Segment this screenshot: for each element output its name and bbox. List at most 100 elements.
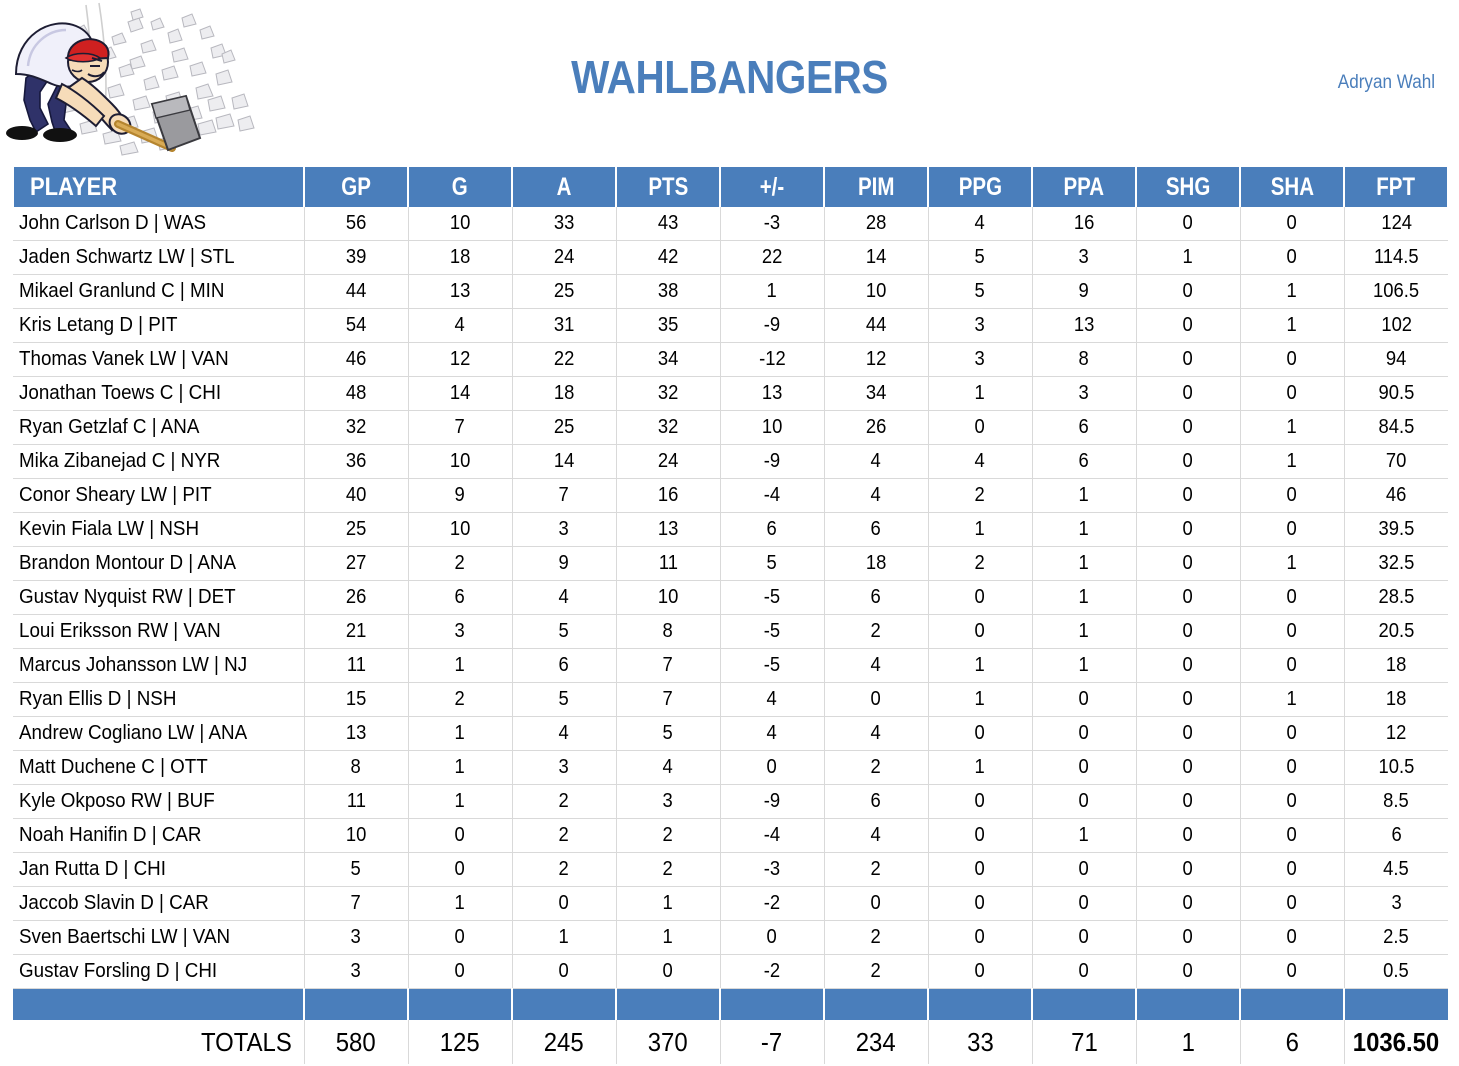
- column-header-plus-minus[interactable]: +/-: [719, 167, 825, 207]
- table-row[interactable]: John Carlson D | WAS 56 10 33 43 -3 28 4 16 0 0 124: [13, 207, 1448, 241]
- cell-gp: 46: [303, 342, 408, 377]
- column-header-shg[interactable]: SHG: [1135, 167, 1241, 207]
- cell-ppg: 4: [927, 444, 1032, 479]
- cell-value: 25: [345, 518, 367, 540]
- cell-a: 33: [511, 207, 616, 241]
- cell-pts: 7: [615, 682, 720, 717]
- cell-fpt: 0.5: [1343, 954, 1448, 989]
- cell-value: 1: [766, 280, 778, 302]
- cell-value: 4: [870, 654, 882, 676]
- cell-ppa: 1: [1031, 478, 1136, 513]
- cell-value: 8: [1078, 348, 1090, 370]
- cell-value: 0: [1182, 484, 1194, 506]
- column-header-gp[interactable]: GP: [303, 167, 409, 207]
- table-body: John Carlson D | WAS 56 10 33 43 -3 28 4 16 0 0 124…: [13, 207, 1448, 1064]
- cell-gp: 21: [303, 614, 408, 649]
- cell-value: 14: [449, 382, 471, 404]
- table-row[interactable]: Jonathan Toews C | CHI 48 14 18 32 13 34 1 3 0 0 90…: [13, 376, 1448, 411]
- cell-value: 3: [1391, 892, 1402, 914]
- cell-pim: 6: [823, 580, 928, 615]
- table-row[interactable]: Sven Baertschi LW | VAN 3 0 1 1 0 2 0 0 0 0 2.5: [13, 920, 1448, 955]
- column-header-player[interactable]: PLAYER: [12, 167, 305, 207]
- table-row[interactable]: Ryan Getzlaf C | ANA 32 7 25 32 10 26 0 6 0 1 84.5: [13, 410, 1448, 445]
- cell-player-name: Brandon Montour D | ANA: [13, 546, 304, 581]
- column-header-fpt[interactable]: FPT: [1343, 167, 1449, 207]
- totals-cell-ppa: 71: [1031, 1020, 1136, 1064]
- cell-pts: 2: [615, 852, 720, 887]
- column-header-sha[interactable]: SHA: [1239, 167, 1345, 207]
- table-row[interactable]: Noah Hanifin D | CAR 10 0 2 2 -4 4 0 1 0 0 6: [13, 818, 1448, 853]
- table-row[interactable]: Thomas Vanek LW | VAN 46 12 22 34 -12 12 3 8 0 0 94: [13, 342, 1448, 377]
- cell-value: 8: [350, 756, 362, 778]
- table-row[interactable]: Gustav Nyquist RW | DET 26 6 4 10 -5 6 0 1 0 0 28.5: [13, 580, 1448, 615]
- cell-sha: 0: [1239, 614, 1344, 649]
- cell-value: 3: [350, 926, 362, 948]
- table-row[interactable]: Jan Rutta D | CHI 5 0 2 2 -3 2 0 0 0 0 4.5: [13, 852, 1448, 887]
- table-header: PLAYER GP G A PTS +/- PIM PPG PPA SHG SH…: [12, 167, 1449, 207]
- cell-g: 10: [407, 444, 512, 479]
- cell-g: 2: [407, 682, 512, 717]
- table-row[interactable]: Matt Duchene C | OTT 8 1 3 4 0 2 1 0 0 0 10.5: [13, 750, 1448, 785]
- cell-value: 9: [1078, 280, 1090, 302]
- cell-value: -9: [763, 450, 781, 472]
- table-row[interactable]: Jaden Schwartz LW | STL 39 18 24 42 22 14 5 3 1 0 1…: [13, 240, 1448, 275]
- cell-pts: 8: [615, 614, 720, 649]
- table-row[interactable]: Mika Zibanejad C | NYR 36 10 14 24 -9 4 4 6 0 1 70: [13, 444, 1448, 479]
- cell-g: 0: [407, 852, 512, 887]
- cell-gp: 27: [303, 546, 408, 581]
- cell-value: 34: [657, 348, 679, 370]
- cell-value: 38: [657, 280, 679, 302]
- cell-value: 0: [974, 892, 986, 914]
- cell-fpt: 46: [1343, 478, 1448, 513]
- cell-value: 36: [345, 450, 367, 472]
- column-header-pim[interactable]: PIM: [823, 167, 929, 207]
- cell-value: 4: [870, 450, 882, 472]
- cell-player-name: Jaccob Slavin D | CAR: [13, 886, 304, 921]
- cell-value: 1: [454, 722, 466, 744]
- table-row[interactable]: Kevin Fiala LW | NSH 25 10 3 13 6 6 1 1 0 0 39.5: [13, 512, 1448, 547]
- cell-value: 7: [350, 892, 362, 914]
- table-row[interactable]: Jaccob Slavin D | CAR 7 1 0 1 -2 0 0 0 0 0 3: [13, 886, 1448, 921]
- table-row[interactable]: Andrew Cogliano LW | ANA 13 1 4 5 4 4 0 0 0 0 12: [13, 716, 1448, 751]
- table-row[interactable]: Loui Eriksson RW | VAN 21 3 5 8 -5 2 0 1 0 0 20.5: [13, 614, 1448, 649]
- cell-ppa: 0: [1031, 920, 1136, 955]
- cell-value: 0: [1286, 586, 1298, 608]
- cell-value: -5: [763, 654, 781, 676]
- cell-value: 114.5: [1373, 246, 1419, 268]
- table-row[interactable]: Conor Sheary LW | PIT 40 9 7 16 -4 4 2 1 0 0 46: [13, 478, 1448, 513]
- cell-shg: 0: [1135, 512, 1240, 547]
- table-row[interactable]: Kris Letang D | PIT 54 4 31 35 -9 44 3 13 0 1 102: [13, 308, 1448, 343]
- spacer-cell: [303, 988, 408, 1020]
- cell-sha: 0: [1239, 512, 1344, 547]
- cell-value: 2: [870, 858, 882, 880]
- cell-value: 90.5: [1378, 382, 1415, 404]
- cell-ppa: 1: [1031, 512, 1136, 547]
- table-row[interactable]: Brandon Montour D | ANA 27 2 9 11 5 18 2 1 0 1 32.5: [13, 546, 1448, 581]
- cell-g: 2: [407, 546, 512, 581]
- player-name-text: Gustav Nyquist RW | DET: [19, 586, 236, 608]
- cell-a: 7: [511, 478, 616, 513]
- column-header-g[interactable]: G: [407, 167, 513, 207]
- table-row[interactable]: Mikael Granlund C | MIN 44 13 25 38 1 10 5 9 0 1 10…: [13, 274, 1448, 309]
- cell-sha: 0: [1239, 648, 1344, 683]
- table-row[interactable]: Kyle Okposo RW | BUF 11 1 2 3 -9 6 0 0 0 0 8.5: [13, 784, 1448, 819]
- table-row[interactable]: Gustav Forsling D | CHI 3 0 0 0 -2 2 0 0 0 0 0.5: [13, 954, 1448, 989]
- table-row[interactable]: Ryan Ellis D | NSH 15 2 5 7 4 0 1 0 0 1 18: [13, 682, 1448, 717]
- cell-shg: 0: [1135, 886, 1240, 921]
- player-name-text: Noah Hanifin D | CAR: [19, 824, 202, 846]
- column-header-a[interactable]: A: [511, 167, 617, 207]
- cell-fpt: 94: [1343, 342, 1448, 377]
- cell-sha: 0: [1239, 207, 1344, 241]
- cell-value: 0: [1286, 960, 1298, 982]
- cell-value: 0: [974, 416, 986, 438]
- cell-value: 1: [662, 926, 674, 948]
- cell-ppg: 1: [927, 682, 1032, 717]
- cell-value: 2: [558, 790, 570, 812]
- cell-gp: 48: [303, 376, 408, 411]
- cell-pts: 42: [615, 240, 720, 275]
- cell-value: 1: [454, 654, 466, 676]
- table-row[interactable]: Marcus Johansson LW | NJ 11 1 6 7 -5 4 1 1 0 0 18: [13, 648, 1448, 683]
- column-header-ppg[interactable]: PPG: [927, 167, 1033, 207]
- column-header-pts[interactable]: PTS: [615, 167, 721, 207]
- column-header-ppa[interactable]: PPA: [1031, 167, 1137, 207]
